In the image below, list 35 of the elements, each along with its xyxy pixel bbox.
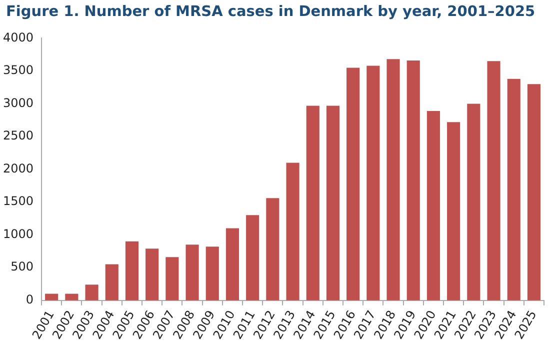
bar <box>286 162 300 300</box>
bar <box>85 284 98 300</box>
bar <box>326 106 340 300</box>
bar <box>406 60 420 300</box>
bar <box>366 66 380 300</box>
bar <box>487 61 500 300</box>
bar <box>146 248 159 300</box>
bar <box>105 264 118 300</box>
bar <box>125 241 139 300</box>
chart-title: Figure 1. Number of MRSA cases in Denmark by year, 2001–2025 <box>6 4 536 20</box>
bar <box>226 228 240 300</box>
y-tick-label: 3000 <box>2 96 34 110</box>
bar <box>206 246 219 300</box>
bar <box>527 84 540 300</box>
bar <box>447 122 460 300</box>
y-tick-label: 0 <box>26 292 34 306</box>
bar <box>186 244 199 300</box>
bar <box>386 59 400 300</box>
bar <box>346 68 360 300</box>
y-tick-label: 3500 <box>2 63 34 78</box>
bar <box>467 104 480 300</box>
bar <box>246 215 260 300</box>
bar <box>306 106 320 300</box>
bar <box>65 294 78 300</box>
y-tick-label: 500 <box>10 260 34 274</box>
y-tick-label: 1500 <box>2 194 34 208</box>
y-tick-label: 2000 <box>2 161 34 176</box>
bar <box>426 110 440 300</box>
bar <box>166 257 179 300</box>
y-tick-label: 1000 <box>2 226 34 241</box>
y-tick-label: 4000 <box>2 30 34 44</box>
y-tick-label: 2500 <box>2 128 34 143</box>
bar <box>266 198 280 300</box>
bar <box>507 78 520 300</box>
bar <box>45 294 58 300</box>
